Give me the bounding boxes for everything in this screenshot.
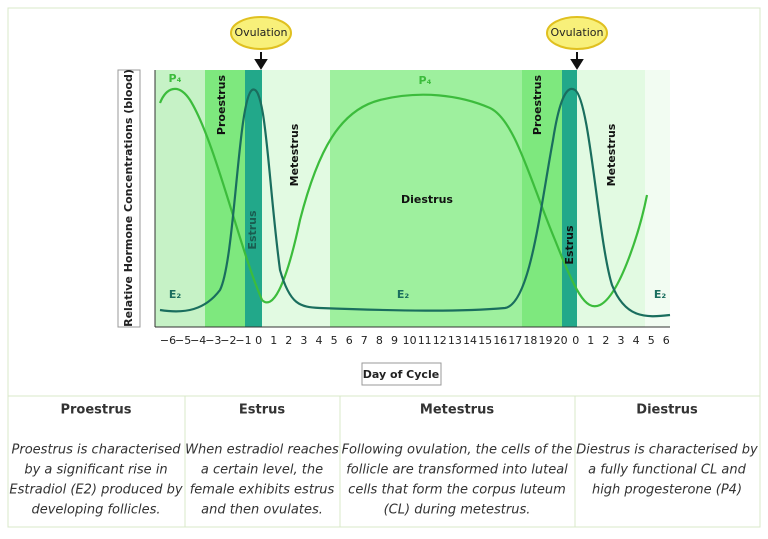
x-tick-label: −5 <box>175 334 191 347</box>
x-tick-label: 1 <box>587 334 594 347</box>
x-tick-label: 12 <box>433 334 447 347</box>
hormone-label: E₂ <box>397 288 410 301</box>
table-text: Estradiol (E2) produced by <box>9 483 183 498</box>
band <box>262 70 330 327</box>
hormone-label: P₄ <box>419 74 432 87</box>
x-tick-label: 13 <box>448 334 462 347</box>
hormone-label: P₄ <box>169 72 182 85</box>
x-tick-label: 7 <box>361 334 368 347</box>
y-label-box <box>117 69 141 328</box>
phase-label: Metestrus <box>288 123 301 186</box>
phase-label: Metestrus <box>605 123 618 186</box>
table-text: (CL) during metestrus. <box>384 503 531 518</box>
x-tick-label: 6 <box>346 334 353 347</box>
arrow <box>254 52 268 70</box>
x-tick-label: 9 <box>391 334 398 347</box>
x-tick-label: −1 <box>235 334 251 347</box>
band <box>330 70 522 327</box>
table-text: Diestrus is characterised by <box>576 443 758 458</box>
table-text: When estradiol reaches <box>185 443 339 458</box>
x-tick-label: 2 <box>285 334 292 347</box>
table-text: by a significant rise in <box>24 463 167 478</box>
x-tick-label: 4 <box>633 334 640 347</box>
phase-label: Estrus <box>563 225 576 265</box>
table-header: Estrus <box>239 403 285 418</box>
ovulation-bubble <box>230 16 292 50</box>
band <box>245 70 262 327</box>
y-label: Relative Hormone Concentrations (blood) <box>122 69 135 327</box>
x-tick-label: −4 <box>190 334 206 347</box>
x-tick-label: 20 <box>554 334 568 347</box>
x-tick-label: 6 <box>663 334 670 347</box>
x-tick-label: 18 <box>523 334 537 347</box>
x-tick-label: 10 <box>403 334 417 347</box>
band <box>577 70 645 327</box>
x-tick-label: 2 <box>602 334 609 347</box>
hormone-label: E₂ <box>654 288 667 301</box>
table-text: follicle are transformed into luteal <box>346 463 568 478</box>
band <box>205 70 245 327</box>
table-text: Following ovulation, the cells of the <box>342 443 573 458</box>
x-tick-label: 3 <box>618 334 625 347</box>
x-tick-label: 11 <box>418 334 432 347</box>
x-tick-label: 0 <box>255 334 262 347</box>
x-label-box <box>361 362 442 386</box>
x-tick-label: 14 <box>463 334 477 347</box>
ovulation-markers: Ovulation Ovulation <box>230 16 608 70</box>
table-header: Proestrus <box>60 403 131 418</box>
table-text: developing follicles. <box>31 503 160 518</box>
table <box>8 395 760 527</box>
table-text: Proestrus is characterised <box>12 443 182 458</box>
phase-label: Diestrus <box>401 193 453 206</box>
table-header: Diestrus <box>636 403 698 418</box>
x-tick-label: 16 <box>493 334 507 347</box>
x-tick-label: −6 <box>160 334 176 347</box>
arrow <box>570 52 584 70</box>
ovulation-label: Ovulation <box>550 26 603 39</box>
x-tick-label: 15 <box>478 334 492 347</box>
x-tick-label: −3 <box>205 334 221 347</box>
e2-curve <box>159 87 671 318</box>
x-tick-label: 0 <box>572 334 579 347</box>
table-text: a certain level, the <box>201 463 323 478</box>
x-tick-label: −2 <box>220 334 236 347</box>
table-text: high progesterone (P4) <box>592 483 742 498</box>
band <box>645 70 670 327</box>
phase-label: Proestrus <box>531 74 544 135</box>
ovulation-label: Ovulation <box>234 26 287 39</box>
x-tick-label: 4 <box>316 334 323 347</box>
x-label: Day of Cycle <box>363 368 439 381</box>
x-tick-label: 5 <box>648 334 655 347</box>
band <box>562 70 577 327</box>
hormone-label: E₂ <box>169 288 182 301</box>
x-tick-label: 17 <box>508 334 522 347</box>
x-tick-label: 19 <box>539 334 553 347</box>
table-header: Metestrus <box>420 403 494 418</box>
p4-curve <box>158 87 649 308</box>
phase-label: Proestrus <box>215 74 228 135</box>
phase-label: Estrus <box>246 210 259 250</box>
x-tick-label: 8 <box>376 334 383 347</box>
x-tick-label: 1 <box>270 334 277 347</box>
table-text: female exhibits estrus <box>190 483 335 498</box>
table-text: cells that form the corpus luteum <box>348 483 566 498</box>
x-tick-label: 3 <box>300 334 307 347</box>
x-tick-label: 5 <box>331 334 338 347</box>
table-text: a fully functional CL and <box>588 463 746 478</box>
ovulation-bubble <box>546 16 608 50</box>
table-text: and then ovulates. <box>201 503 323 518</box>
